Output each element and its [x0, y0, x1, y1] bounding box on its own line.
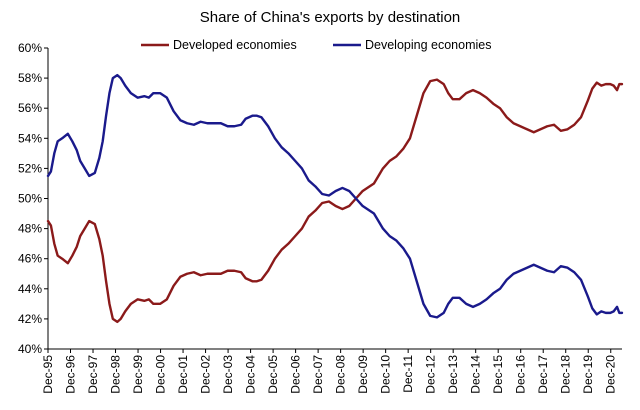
x-tick-label: Dec-95	[41, 355, 55, 394]
x-tick-label: Dec-00	[154, 355, 168, 394]
series-line-developed	[46, 78, 624, 324]
y-tick-label: 44%	[18, 282, 42, 296]
x-tick-label: Dec-02	[199, 355, 213, 394]
y-tick-label: 48%	[18, 222, 42, 236]
x-tick-label: Dec-04	[244, 355, 258, 394]
chart-title: Share of China's exports by destination	[200, 9, 461, 26]
x-tick-label: Dec-08	[334, 355, 348, 394]
axes: 40% 42% 44% 46% 48% 50% 52% 54% 56% 58% 60% Dec-95 D…	[18, 41, 622, 394]
x-tick-label: Dec-10	[379, 355, 393, 394]
y-tick-label: 40%	[18, 342, 42, 356]
x-tick-label: Dec-09	[356, 355, 370, 394]
x-tick-label: Dec-98	[109, 355, 123, 394]
y-tick-label: 60%	[18, 41, 42, 55]
x-tick-label: Dec-99	[131, 355, 145, 394]
y-tick-label: 58%	[18, 71, 42, 85]
y-tick-label: 56%	[18, 101, 42, 115]
x-tick-label: Dec-01	[176, 355, 190, 394]
series-line-developing	[46, 73, 624, 319]
x-tick-label: Dec-16	[514, 355, 528, 394]
x-tick-label: Dec-96	[64, 355, 78, 394]
x-tick-label: Dec-97	[86, 355, 100, 394]
y-tick-label: 46%	[18, 252, 42, 266]
y-tick-label: 50%	[18, 192, 42, 206]
x-tick-label: Dec-13	[446, 355, 460, 394]
x-tick-label: Dec-07	[311, 355, 325, 394]
x-tick-label: Dec-11	[401, 355, 415, 393]
x-tick-label: Dec-03	[221, 355, 235, 394]
x-tick-label: Dec-12	[424, 355, 438, 394]
x-tick-label: Dec-15	[491, 355, 505, 394]
x-tick-label: Dec-06	[289, 355, 303, 394]
series-layer	[46, 73, 624, 324]
x-tick-label: Dec-05	[266, 355, 280, 394]
legend-label-developed: Developed economies	[173, 38, 297, 52]
legend: Developed economies Developing economies	[141, 38, 491, 52]
x-tick-label: Dec-17	[536, 355, 550, 394]
y-tick-label: 42%	[18, 312, 42, 326]
y-tick-label: 54%	[18, 131, 42, 145]
y-tick-label: 52%	[18, 161, 42, 175]
x-tick-label: Dec-18	[559, 355, 573, 394]
x-tick-label: Dec-19	[581, 355, 595, 394]
x-tick-label: Dec-14	[469, 355, 483, 394]
legend-label-developing: Developing economies	[365, 38, 491, 52]
x-tick-label: Dec-20	[604, 355, 618, 394]
